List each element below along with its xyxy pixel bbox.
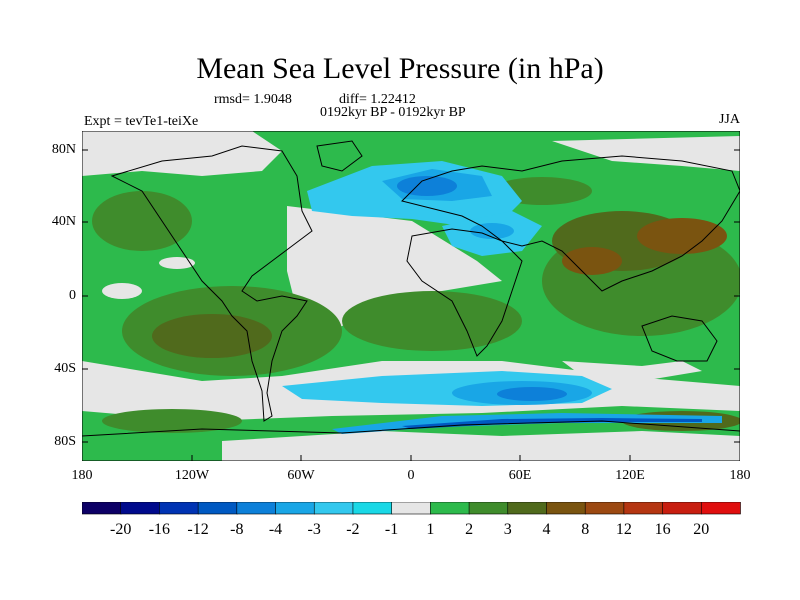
field-neutral-pacific-2 [102, 283, 142, 299]
colorbar-label: 20 [693, 521, 710, 538]
colorbar-label: 3 [503, 521, 512, 538]
field-pos-north-pacific [92, 191, 192, 251]
field-neg-antarctic-coast-core [402, 418, 702, 429]
colorbar-swatch [430, 502, 470, 515]
greenland-outline [316, 140, 363, 172]
colorbar-label: -2 [346, 521, 360, 538]
lon-label-60e: 60E [508, 468, 532, 483]
lat-label-80n: 80N [51, 142, 76, 157]
colorbar-swatch [468, 502, 509, 515]
rmsd-value: rmsd= 1.9048 [214, 92, 292, 107]
pressure-map [82, 131, 740, 461]
colorbar-swatch [236, 502, 277, 515]
field-neg-mediterranean-core [470, 223, 514, 239]
field-pos-south-atlantic [342, 291, 522, 351]
colorbar-label: -1 [384, 521, 399, 538]
africa-outline [406, 228, 523, 357]
australia-outline [641, 315, 718, 362]
colorbar-swatch [120, 502, 161, 515]
colorbar-swatch [159, 502, 199, 515]
diff-value: diff= 1.22412 [339, 92, 416, 107]
expt-label: Expt = tevTe1-teiXe [84, 114, 199, 129]
colorbar-label: 1 [426, 521, 435, 538]
field-neutral-arctic [82, 131, 282, 176]
colorbar-label: -12 [187, 521, 209, 538]
period-label: 0192kyr BP - 0192kyr BP [320, 105, 466, 120]
americas-outline [110, 145, 313, 422]
field-pos-china [637, 218, 727, 254]
field-neutral-arctic-east [552, 136, 740, 171]
colorbar-label: -8 [230, 521, 244, 538]
antarctica-outline [82, 420, 740, 461]
colorbar-swatch [584, 502, 625, 515]
colorbar-swatch [82, 502, 122, 515]
colorbar-swatch [546, 502, 586, 515]
colorbar-label: -3 [307, 521, 321, 538]
lon-label-60w: 60W [287, 468, 315, 483]
colorbar-swatch [700, 502, 741, 515]
colorbar-label: -4 [268, 521, 283, 538]
colorbar-swatch [662, 502, 703, 515]
colorbar-swatch [313, 502, 354, 515]
colorbar-swatch [391, 502, 432, 515]
colorbar-label: -20 [110, 521, 132, 538]
coastlines [82, 140, 740, 461]
field-neg-southern-ocean-core [497, 387, 567, 401]
lat-label-40s: 40S [54, 361, 76, 376]
lat-label-40n: 40N [51, 214, 76, 229]
lon-label-120e: 120E [615, 468, 645, 483]
field-neutral-atlantic [287, 206, 502, 331]
field-neutral-pacific [159, 257, 195, 269]
season-label: JJA [718, 112, 740, 127]
colorbar-swatch [352, 502, 393, 515]
map-title: Mean Sea Level Pressure (in hPa) [196, 52, 604, 85]
lat-label-80s: 80S [54, 434, 76, 449]
colorbar-swatch [197, 502, 238, 515]
colorbar-label: 2 [465, 521, 474, 538]
colorbar-swatch [275, 502, 316, 515]
axis-ticks [82, 149, 740, 461]
colorbar-swatch [507, 502, 548, 515]
lon-label-180e: 180 [729, 468, 751, 483]
lon-label-120w: 120W [174, 468, 210, 483]
colorbar-label: 16 [654, 521, 671, 538]
field-pos-india [562, 247, 622, 275]
field-pos-southern-ring-west [102, 409, 242, 433]
colorbar-label: 4 [542, 521, 551, 538]
colorbar-label: 12 [615, 521, 632, 538]
field-pos-south-pacific-core [152, 314, 272, 358]
lon-label-0: 0 [407, 468, 415, 483]
colorbar [82, 502, 741, 515]
lon-label-180w: 180 [71, 468, 93, 483]
colorbar-label: -16 [148, 521, 171, 538]
field-neutral-antarctica [222, 431, 740, 461]
colorbar-swatch [623, 502, 664, 515]
field-neutral-indian [562, 361, 702, 381]
lat-label-0: 0 [69, 288, 76, 303]
colorbar-label: 8 [581, 521, 590, 538]
